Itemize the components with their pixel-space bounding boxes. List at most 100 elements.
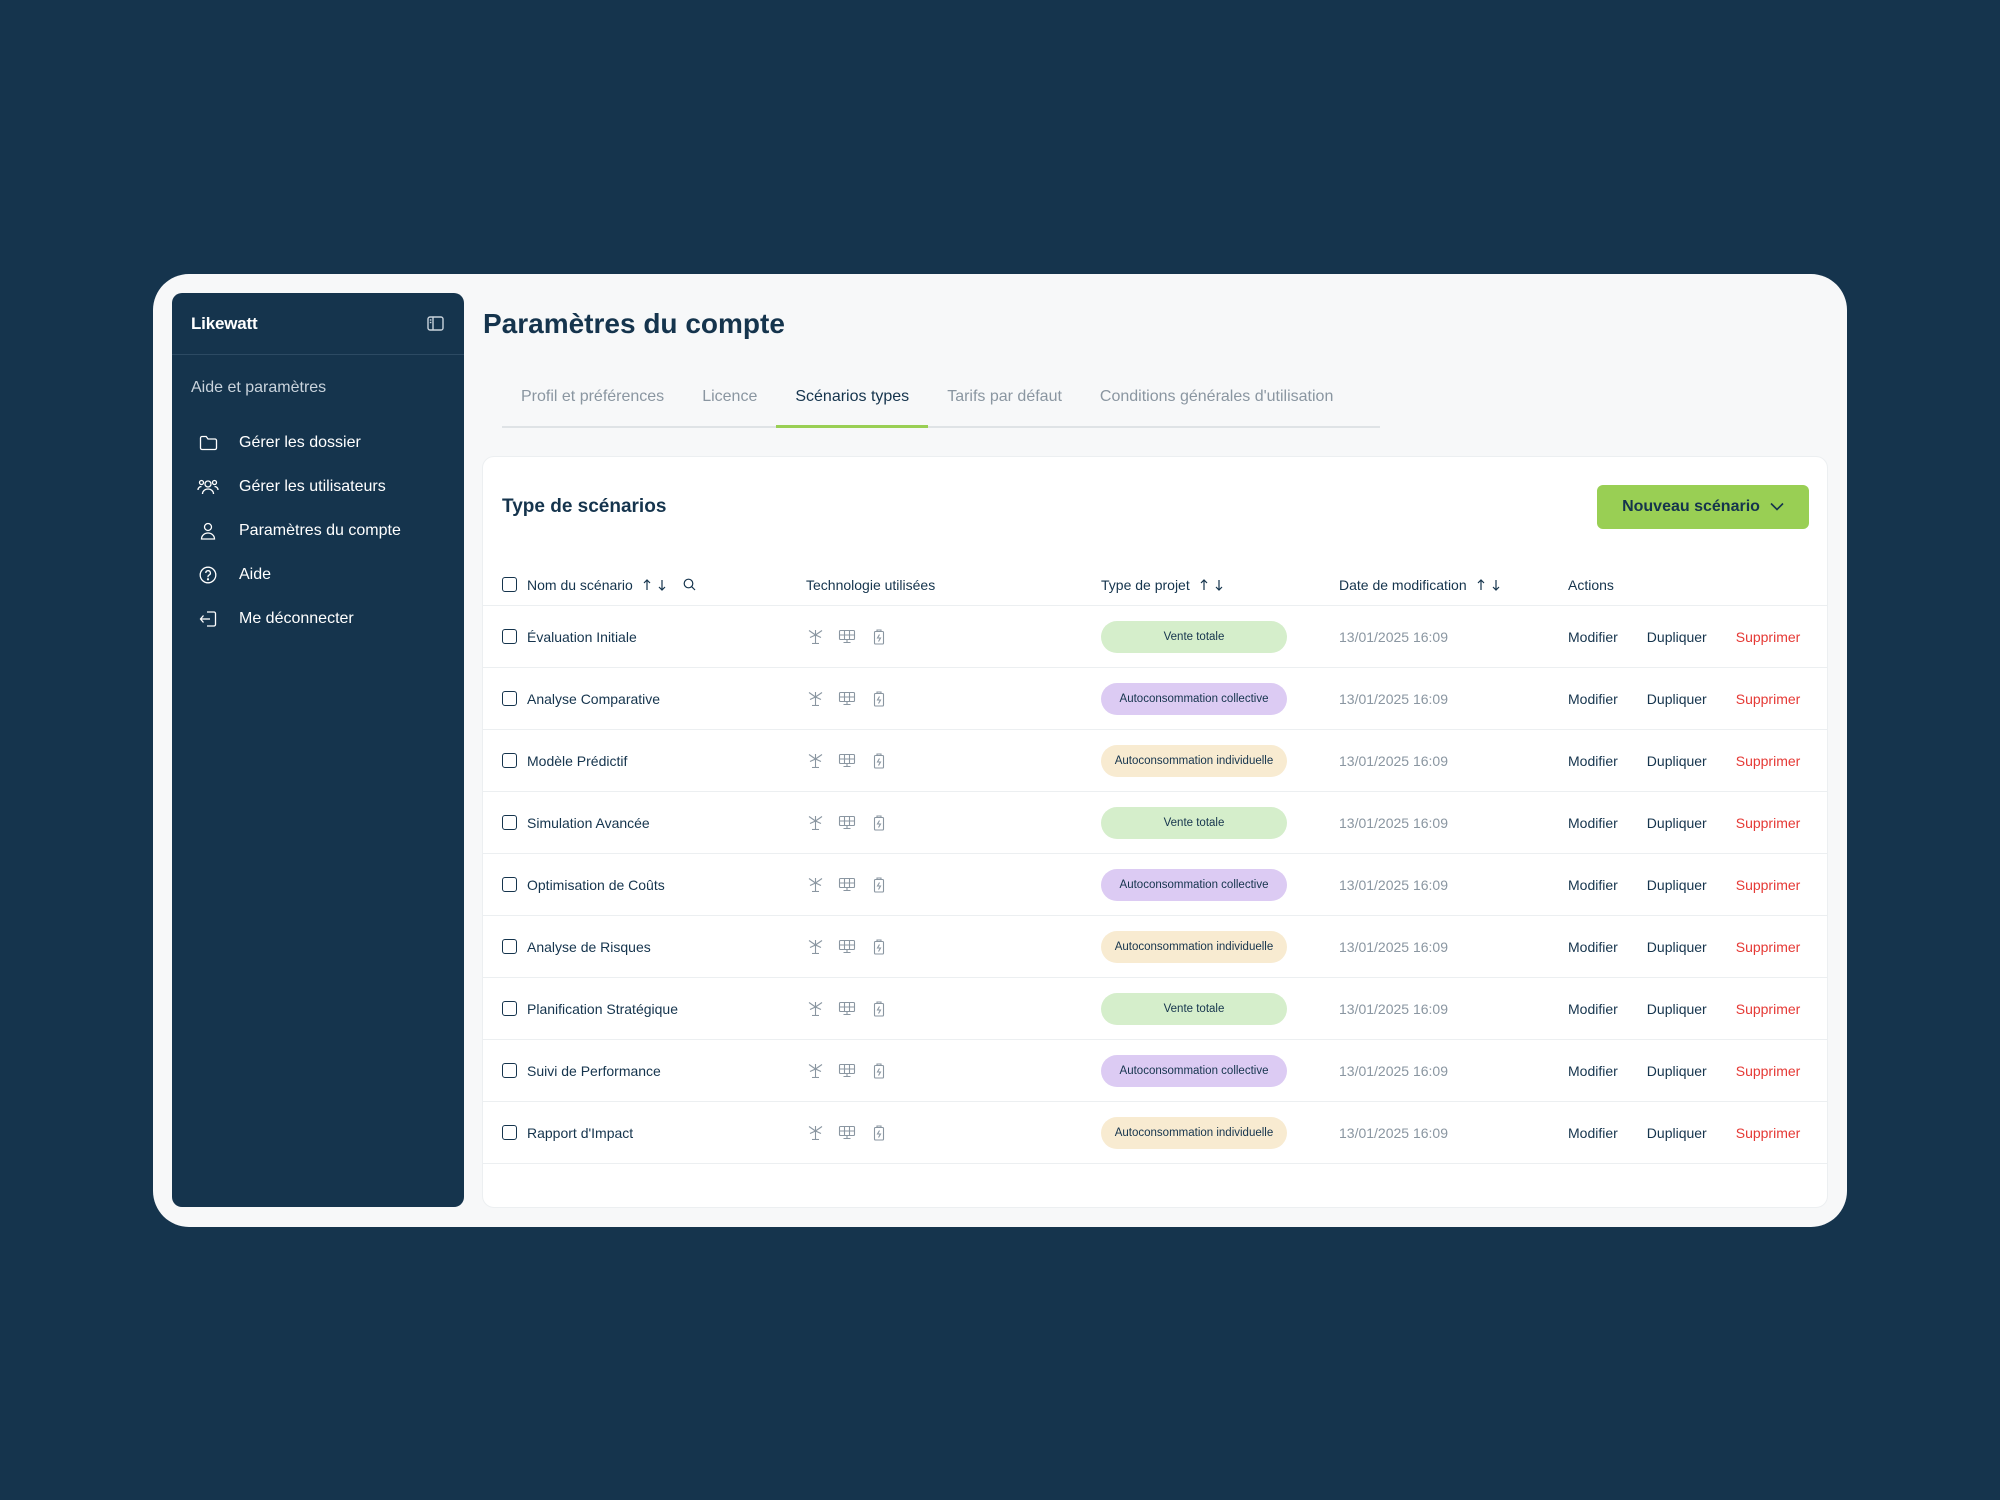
delete-button[interactable]: Supprimer — [1735, 1000, 1801, 1017]
technology-icons — [806, 690, 888, 708]
row-name-cell: Évaluation Initiale — [502, 629, 637, 645]
project-type-badge: Autoconsommation collective — [1101, 1054, 1287, 1087]
card-title: Type de scénarios — [502, 496, 667, 517]
edit-button[interactable]: Modifier — [1568, 876, 1618, 893]
page-title: Paramètres du compte — [483, 308, 785, 339]
delete-button[interactable]: Supprimer — [1735, 876, 1801, 893]
solar-panel-icon — [838, 690, 856, 708]
project-type-cell: Autoconsommation individuelle — [1101, 1116, 1287, 1149]
project-type-badge: Autoconsommation collective — [1101, 868, 1287, 901]
sidebar-item-label: Gérer les utilisateurs — [239, 478, 386, 495]
duplicate-button[interactable]: Dupliquer — [1646, 1062, 1707, 1079]
row-checkbox[interactable] — [502, 691, 517, 706]
edit-button[interactable]: Modifier — [1568, 938, 1618, 955]
sort-arrows-icon[interactable] — [643, 578, 667, 591]
delete-button[interactable]: Supprimer — [1735, 690, 1801, 707]
project-type-cell: Vente totale — [1101, 806, 1287, 839]
row-checkbox[interactable] — [502, 877, 517, 892]
project-type-badge: Vente totale — [1101, 992, 1287, 1025]
duplicate-button[interactable]: Dupliquer — [1646, 628, 1707, 645]
brand-logo[interactable]: Likewatt — [191, 313, 258, 333]
new-scenario-button[interactable]: Nouveau scénario — [1597, 485, 1809, 529]
edit-button[interactable]: Modifier — [1568, 752, 1618, 769]
table-row: Suivi de Performance Autoconsommation co… — [483, 1040, 1827, 1102]
row-checkbox[interactable] — [502, 753, 517, 768]
new-scenario-label: Nouveau scénario — [1622, 498, 1760, 515]
sidebar-toggle-icon[interactable] — [425, 315, 445, 333]
delete-button[interactable]: Supprimer — [1735, 628, 1801, 645]
sort-arrows-icon[interactable] — [1200, 578, 1224, 591]
sidebar-item-label: Me déconnecter — [239, 610, 354, 627]
delete-button[interactable]: Supprimer — [1735, 1124, 1801, 1141]
duplicate-button[interactable]: Dupliquer — [1646, 814, 1707, 831]
search-icon[interactable] — [683, 578, 696, 591]
edit-button[interactable]: Modifier — [1568, 814, 1618, 831]
project-type-cell: Autoconsommation collective — [1101, 682, 1287, 715]
header-type: Type de projet — [1101, 576, 1190, 593]
table-row: Évaluation Initiale Vente totale 13/01/2… — [483, 606, 1827, 668]
row-name-cell: Optimisation de Coûts — [502, 877, 665, 893]
row-checkbox[interactable] — [502, 815, 517, 830]
sidebar-item-logout[interactable]: Me déconnecter — [197, 597, 464, 641]
wind-turbine-icon — [806, 938, 824, 956]
wind-turbine-icon — [806, 814, 824, 832]
row-checkbox[interactable] — [502, 629, 517, 644]
tab-scenario-types[interactable]: Scénarios types — [776, 379, 929, 428]
tab-terms[interactable]: Conditions générales d'utilisation — [1099, 388, 1334, 405]
duplicate-button[interactable]: Dupliquer — [1646, 1000, 1707, 1017]
project-type-cell: Autoconsommation collective — [1101, 868, 1287, 901]
row-actions: Modifier Dupliquer Supprimer — [1568, 691, 1800, 707]
battery-icon — [870, 1000, 888, 1018]
project-type-cell: Autoconsommation collective — [1101, 1054, 1287, 1087]
sort-arrows-icon[interactable] — [1477, 578, 1501, 591]
folder-icon — [197, 432, 219, 454]
delete-button[interactable]: Supprimer — [1735, 752, 1801, 769]
project-type-badge: Autoconsommation individuelle — [1101, 1116, 1287, 1149]
delete-button[interactable]: Supprimer — [1735, 938, 1801, 955]
duplicate-button[interactable]: Dupliquer — [1646, 938, 1707, 955]
sidebar-item-help[interactable]: Aide — [197, 553, 464, 597]
user-icon — [197, 520, 219, 542]
row-checkbox[interactable] — [502, 1001, 517, 1016]
project-type-cell: Autoconsommation individuelle — [1101, 930, 1287, 963]
row-actions: Modifier Dupliquer Supprimer — [1568, 815, 1800, 831]
solar-panel-icon — [838, 1000, 856, 1018]
row-checkbox[interactable] — [502, 939, 517, 954]
wind-turbine-icon — [806, 876, 824, 894]
row-checkbox[interactable] — [502, 1125, 517, 1140]
header-tech: Technologie utilisées — [806, 576, 936, 593]
duplicate-button[interactable]: Dupliquer — [1646, 1124, 1707, 1141]
edit-button[interactable]: Modifier — [1568, 628, 1618, 645]
project-type-cell: Vente totale — [1101, 620, 1287, 653]
sidebar-item-users[interactable]: Gérer les utilisateurs — [197, 465, 464, 509]
project-type-badge: Vente totale — [1101, 620, 1287, 653]
delete-button[interactable]: Supprimer — [1735, 814, 1801, 831]
battery-icon — [870, 814, 888, 832]
battery-icon — [870, 628, 888, 646]
row-checkbox[interactable] — [502, 1063, 517, 1078]
edit-button[interactable]: Modifier — [1568, 690, 1618, 707]
row-actions: Modifier Dupliquer Supprimer — [1568, 939, 1800, 955]
battery-icon — [870, 876, 888, 894]
edit-button[interactable]: Modifier — [1568, 1124, 1618, 1141]
sidebar-item-folders[interactable]: Gérer les dossier — [197, 421, 464, 465]
edit-button[interactable]: Modifier — [1568, 1000, 1618, 1017]
tab-license[interactable]: Licence — [702, 388, 758, 405]
technology-icons — [806, 1124, 888, 1142]
duplicate-button[interactable]: Dupliquer — [1646, 752, 1707, 769]
sidebar-item-account-settings[interactable]: Paramètres du compte — [197, 509, 464, 553]
duplicate-button[interactable]: Dupliquer — [1646, 876, 1707, 893]
edit-button[interactable]: Modifier — [1568, 1062, 1618, 1079]
tab-default-rates[interactable]: Tarifs par défaut — [947, 388, 1062, 405]
tab-profile[interactable]: Profil et préférences — [521, 388, 665, 405]
project-type-badge: Autoconsommation individuelle — [1101, 744, 1287, 777]
table-row: Analyse de Risques Autoconsommation indi… — [483, 916, 1827, 978]
duplicate-button[interactable]: Dupliquer — [1646, 690, 1707, 707]
delete-button[interactable]: Supprimer — [1735, 1062, 1801, 1079]
wind-turbine-icon — [806, 1000, 824, 1018]
select-all-checkbox[interactable] — [502, 577, 517, 592]
technology-icons — [806, 628, 888, 646]
wind-turbine-icon — [806, 690, 824, 708]
sidebar-header: Likewatt — [172, 293, 464, 355]
battery-icon — [870, 1124, 888, 1142]
